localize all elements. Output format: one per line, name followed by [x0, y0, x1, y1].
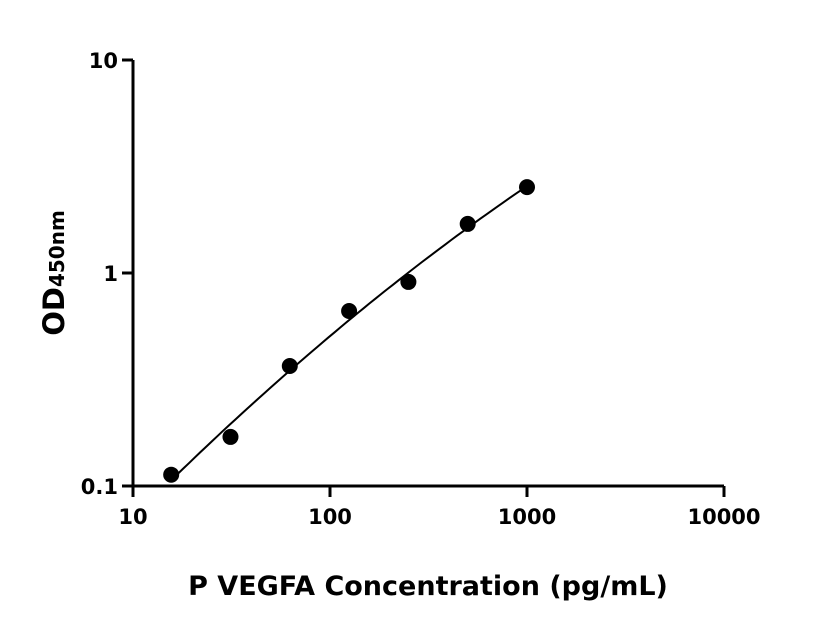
x-tick-label: 10 — [118, 505, 147, 529]
y-tick-label: 10 — [89, 49, 118, 73]
data-point — [281, 357, 298, 374]
data-point — [341, 303, 358, 320]
y-tick-label: 0.1 — [81, 475, 118, 499]
data-points — [163, 179, 535, 483]
data-point — [222, 428, 239, 445]
data-point — [400, 273, 417, 290]
x-tick-label: 10000 — [687, 505, 760, 529]
y-tick-label: 1 — [103, 262, 118, 286]
y-tick-labels: 0.1 1 10 — [81, 49, 118, 499]
x-tick-labels: 10 100 1000 10000 — [118, 505, 760, 529]
axes — [122, 58, 726, 497]
y-axis-label-main: OD — [37, 287, 71, 336]
x-tick-label: 1000 — [498, 505, 556, 529]
x-tick-label: 100 — [308, 505, 352, 529]
y-axis-label: OD450nm — [37, 210, 71, 336]
y-axis-label-subscript: 450nm — [45, 210, 69, 287]
x-axis-label: P VEGFA Concentration (pg/mL) — [188, 571, 668, 602]
data-point — [459, 215, 476, 232]
data-point — [163, 466, 180, 483]
data-point — [519, 179, 535, 196]
